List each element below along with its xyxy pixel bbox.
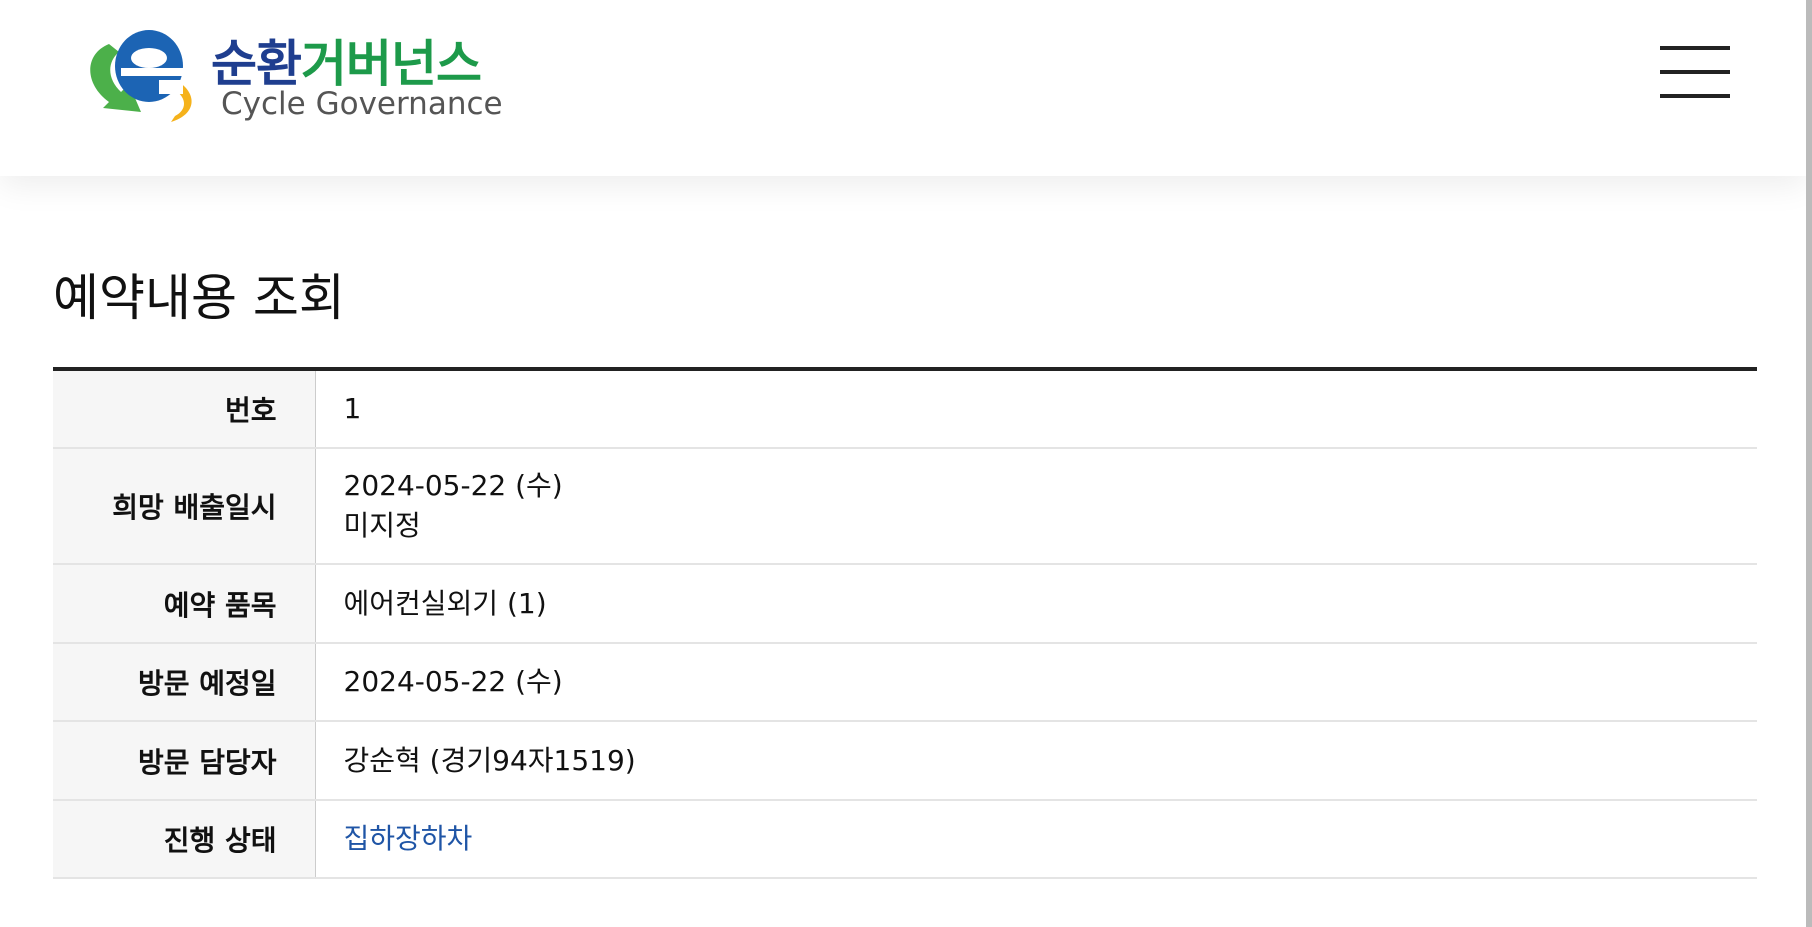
- table-row: 예약 품목 에어컨실외기 (1): [53, 564, 1757, 644]
- table-row: 방문 담당자 강순혁 (경기94자1519): [53, 721, 1757, 801]
- header: 순환거버넌스 Cycle Governance: [0, 0, 1806, 176]
- page-title: 예약내용 조회: [53, 269, 345, 327]
- row-label: 희망 배출일시: [53, 448, 316, 565]
- row-label: 번호: [53, 369, 316, 449]
- row-value: 2024-05-22 (수): [315, 643, 1757, 722]
- row-value: 강순혁 (경기94자1519): [315, 721, 1757, 801]
- table-row: 번호 1: [53, 369, 1757, 449]
- row-value: 에어컨실외기 (1): [315, 564, 1757, 644]
- logo-e-icon: [90, 30, 192, 122]
- row-label: 예약 품목: [53, 564, 316, 644]
- table-row: 희망 배출일시 2024-05-22 (수) 미지정: [53, 448, 1757, 565]
- status-value: 집하장하차: [315, 800, 1757, 879]
- table-row: 방문 예정일 2024-05-22 (수): [53, 643, 1757, 722]
- hamburger-menu-icon[interactable]: [1660, 46, 1732, 100]
- logo[interactable]: 순환거버넌스 Cycle Governance: [79, 24, 529, 124]
- reservation-detail-table: 번호 1 희망 배출일시 2024-05-22 (수) 미지정 예약 품목 에어컨실외기…: [53, 367, 1757, 879]
- row-value: 1: [315, 369, 1757, 449]
- row-label: 진행 상태: [53, 800, 316, 879]
- logo-text-korean: 순환거버넌스: [211, 35, 482, 93]
- logo-text-english: Cycle Governance: [221, 86, 503, 122]
- row-value: 2024-05-22 (수): [343, 469, 563, 502]
- table-row: 진행 상태 집하장하차: [53, 800, 1757, 879]
- scrollbar[interactable]: [1806, 0, 1812, 927]
- row-value-time: 미지정: [343, 509, 421, 542]
- row-label: 방문 담당자: [53, 721, 316, 801]
- row-label: 방문 예정일: [53, 643, 316, 722]
